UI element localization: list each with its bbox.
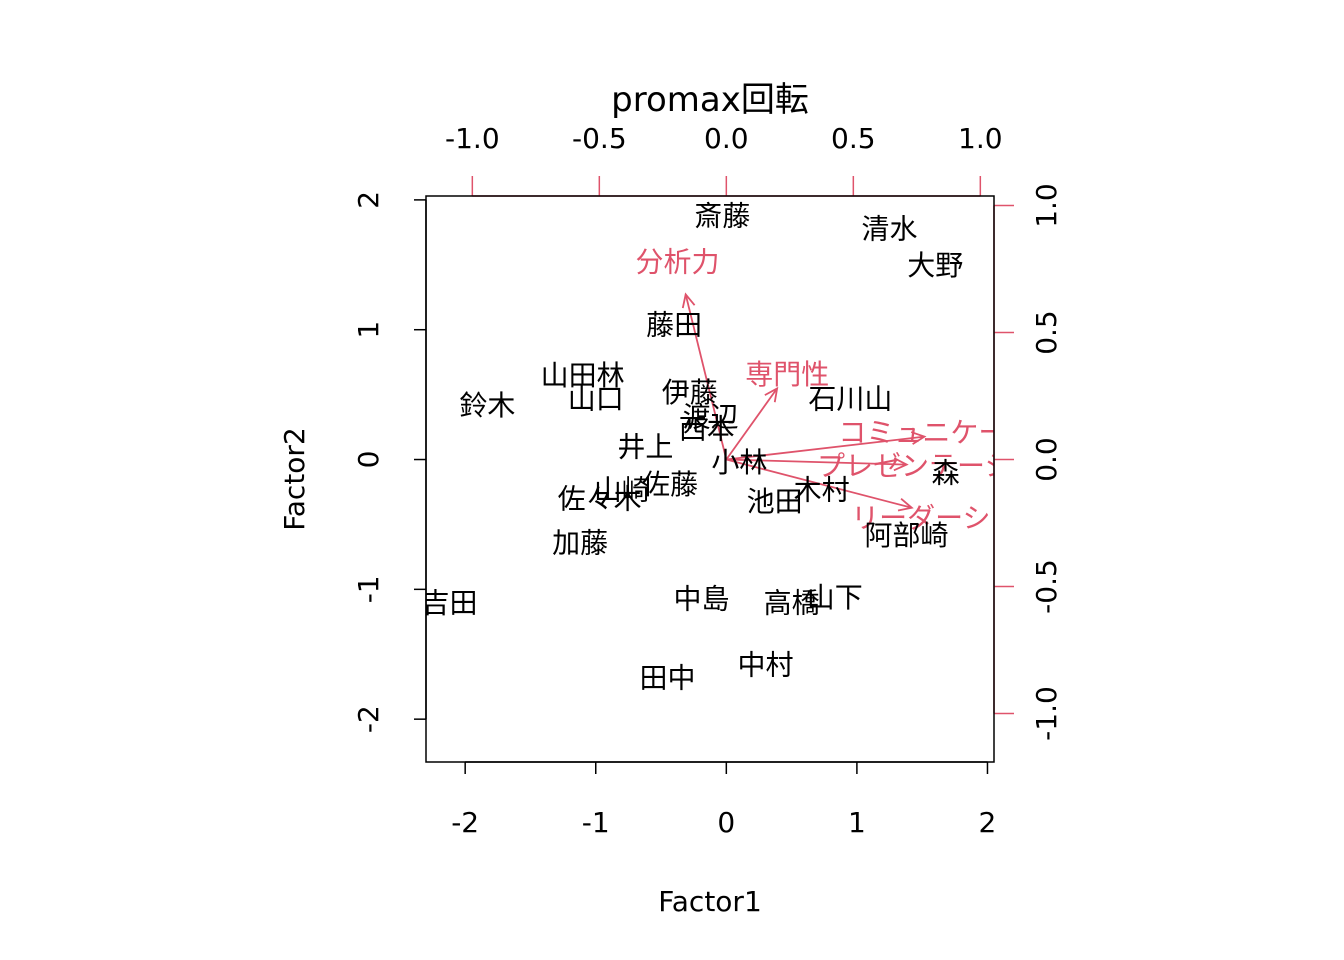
right-axis: -1.0 -0.5 0.0 0.5 1.0 xyxy=(993,183,1063,741)
point-label: 森 xyxy=(932,457,960,490)
point-label: 佐々木 xyxy=(558,482,642,515)
point-label: 渡辺 xyxy=(683,401,739,434)
top-tick-label: 1.0 xyxy=(958,122,1003,155)
loading-arrow xyxy=(726,458,914,512)
point-label: 石川山 xyxy=(808,383,892,416)
loading-label: リーダーシップ xyxy=(851,501,1046,534)
top-axis: -1.0 -0.5 0.0 0.5 1.0 xyxy=(445,122,1003,197)
loading-label: 分析力 xyxy=(636,245,720,278)
loading-arrow xyxy=(726,431,927,461)
y-tick-label: 1 xyxy=(352,321,385,339)
loading-arrow xyxy=(681,292,728,460)
point-label: 小林 xyxy=(711,446,767,479)
loading-arrow xyxy=(725,386,779,461)
point-label: 中村 xyxy=(737,649,793,682)
x-tick-label: -1 xyxy=(582,806,610,839)
point-label: 山田林 xyxy=(541,359,625,392)
loading-label: 専門性 xyxy=(745,358,829,391)
point-label: 山口 xyxy=(568,383,624,416)
y-tick-label: -1 xyxy=(352,575,385,603)
point-label: 高橋 xyxy=(764,586,820,619)
point-label: 井上 xyxy=(617,431,673,464)
loading-label: コミュニケーション xyxy=(838,416,1089,449)
plot-frame xyxy=(425,195,995,763)
point-label: 山崎 xyxy=(594,473,650,506)
point-label: 田中 xyxy=(640,662,696,695)
point-label: 清水 xyxy=(862,212,918,245)
right-tick-label: -0.5 xyxy=(1030,559,1063,614)
point-label: 木村 xyxy=(794,473,850,506)
loading-arrows xyxy=(681,292,927,512)
point-label: 吉田 xyxy=(421,586,477,619)
point-label: 阿部崎 xyxy=(865,519,949,552)
y-tick-label: 0 xyxy=(352,451,385,469)
right-tick-label: 1.0 xyxy=(1030,183,1063,228)
top-tick-label: -1.0 xyxy=(445,122,500,155)
loading-label: プレゼンテーション xyxy=(817,450,1068,483)
point-label: 鈴木 xyxy=(459,389,515,422)
y-axis-label: Factor2 xyxy=(278,427,311,531)
right-tick-label: 0.5 xyxy=(1030,310,1063,355)
top-tick-label: 0.5 xyxy=(831,122,876,155)
top-tick-label: -0.5 xyxy=(572,122,627,155)
point-label: 藤田 xyxy=(646,309,702,342)
right-tick-label: 0.0 xyxy=(1030,437,1063,482)
point-label: 佐藤 xyxy=(642,468,698,501)
x-tick-label: 2 xyxy=(979,806,997,839)
point-label: 中島 xyxy=(674,582,730,615)
loading-arrow xyxy=(726,457,909,472)
x-tick-label: 1 xyxy=(848,806,866,839)
x-tick-label: -2 xyxy=(451,806,479,839)
x-tick-label: 0 xyxy=(717,806,735,839)
point-label: 加藤 xyxy=(552,527,608,560)
bottom-axis: -2 -1 0 1 2 xyxy=(451,761,997,839)
point-label: 伊藤 xyxy=(662,376,718,409)
x-axis-label: Factor1 xyxy=(658,885,762,918)
top-tick-label: 0.0 xyxy=(704,122,749,155)
y-tick-label: 2 xyxy=(352,191,385,209)
y-tick-label: -2 xyxy=(352,705,385,733)
chart-title: promax回転 xyxy=(611,80,809,120)
left-axis: -2 -1 0 1 2 xyxy=(352,191,427,733)
point-label: 山下 xyxy=(807,581,863,614)
point-label: 西本 xyxy=(679,412,735,445)
point-label: 池田 xyxy=(747,485,803,518)
point-label: 斎藤 xyxy=(694,199,750,232)
right-tick-label: -1.0 xyxy=(1030,686,1063,741)
point-label: 大野 xyxy=(907,249,963,282)
